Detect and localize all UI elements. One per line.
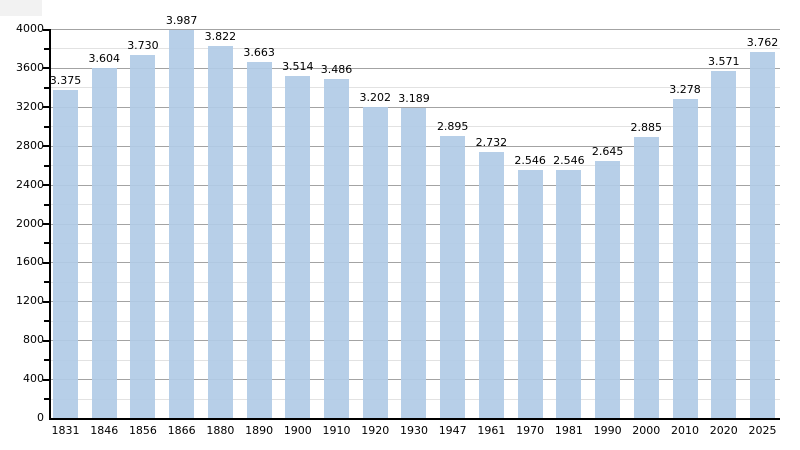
x-tick-label: 1900 xyxy=(283,424,312,437)
y-axis-tick xyxy=(43,378,49,381)
x-tick-label: 1880 xyxy=(206,424,235,437)
y-axis-tick xyxy=(43,28,49,31)
bar xyxy=(53,89,78,418)
y-tick-label: 2800 xyxy=(16,138,44,152)
bar xyxy=(633,137,659,418)
x-tick-label: 1910 xyxy=(322,424,351,437)
bar-value-label: 2.895 xyxy=(436,120,469,134)
bar xyxy=(711,70,737,418)
bar-value-label: 3.730 xyxy=(127,39,159,53)
bar xyxy=(672,99,698,418)
bar-value-label: 2.645 xyxy=(591,144,624,158)
bar-value-label: 3.663 xyxy=(243,45,275,59)
y-axis-tick xyxy=(43,223,49,225)
y-axis-tick xyxy=(43,261,49,264)
x-tick-label: 1866 xyxy=(167,424,196,437)
y-tick-label: 800 xyxy=(23,333,44,347)
bar xyxy=(285,76,311,418)
y-tick-label: 3200 xyxy=(16,99,44,113)
y-axis-tick xyxy=(44,242,49,245)
y-tick-label: 1200 xyxy=(16,294,44,308)
y-tick-label: 1600 xyxy=(16,255,44,269)
bar-value-label: 3.604 xyxy=(88,51,120,65)
bar xyxy=(749,52,775,418)
x-tick-label: 1890 xyxy=(245,424,274,437)
bar xyxy=(207,46,233,418)
x-tick-label: 1970 xyxy=(516,424,545,437)
y-axis-tick xyxy=(44,281,49,284)
y-axis-tick xyxy=(44,398,49,401)
y-gridline-major xyxy=(51,67,780,69)
x-tick-label: 2020 xyxy=(709,424,738,437)
bar-value-label: 2.885 xyxy=(630,121,663,135)
y-axis-tick xyxy=(43,67,49,70)
x-tick-label: 1990 xyxy=(593,424,622,437)
y-tick-label: 2000 xyxy=(16,216,44,230)
y-tick-label: 3600 xyxy=(16,60,44,74)
y-axis-tick xyxy=(43,300,49,303)
y-gridline-major xyxy=(51,106,780,108)
bar xyxy=(478,152,504,418)
bar xyxy=(595,160,621,418)
y-axis-tick xyxy=(44,125,49,128)
bar xyxy=(91,67,117,418)
y-tick-label: 4000 xyxy=(16,22,44,35)
x-tick-label: 1831 xyxy=(51,424,80,437)
y-gridline-major xyxy=(51,29,780,30)
bar xyxy=(246,61,272,418)
x-tick-label: 1846 xyxy=(90,424,119,437)
bar xyxy=(517,170,543,418)
plot-area: 0 400 800 1200 1600 2000 2400 2800 3200 3600 4000 3… xyxy=(16,14,780,437)
bar-value-label: 3.278 xyxy=(669,83,701,97)
bar-value-label: 2.546 xyxy=(553,154,585,168)
bar xyxy=(130,55,156,418)
bar xyxy=(401,107,427,418)
x-tick-label: 1981 xyxy=(554,424,583,437)
bar-value-label: 3.189 xyxy=(398,91,430,105)
y-axis-tick xyxy=(43,145,49,148)
y-axis-tick xyxy=(44,164,49,167)
bar xyxy=(556,170,582,418)
bar-value-label: 3.375 xyxy=(49,73,82,87)
y-axis-tick xyxy=(43,106,49,109)
bar xyxy=(362,106,388,418)
bar xyxy=(440,136,466,418)
x-tick-label: 2000 xyxy=(632,424,661,437)
bar-value-label: 2.546 xyxy=(514,154,546,168)
x-tick-label: 1856 xyxy=(128,424,157,437)
y-gridline-minor xyxy=(51,87,780,89)
bar-value-label: 3.762 xyxy=(746,36,779,50)
x-tick-label: 1920 xyxy=(361,424,390,437)
y-axis-tick xyxy=(43,184,49,187)
y-axis-tick xyxy=(44,47,49,50)
x-tick-label: 1947 xyxy=(438,424,467,437)
bar xyxy=(324,79,350,418)
y-tick-label: 0 xyxy=(37,411,44,424)
y-tick-label: 2400 xyxy=(16,177,44,191)
x-tick-label: 1961 xyxy=(477,424,506,437)
bar-value-label: 3.822 xyxy=(204,30,237,44)
y-axis-tick xyxy=(44,359,49,362)
corner-artifact xyxy=(0,0,42,16)
x-tick-label: 1930 xyxy=(399,424,428,437)
y-axis-tick xyxy=(44,320,49,323)
bar xyxy=(169,30,195,418)
y-gridline-minor xyxy=(51,48,780,50)
y-axis-tick xyxy=(44,86,49,89)
bar-value-label: 3.486 xyxy=(320,63,353,76)
bar-value-label: 3.514 xyxy=(282,60,314,74)
x-tick-label: 2010 xyxy=(671,424,700,437)
y-axis-tick xyxy=(44,203,49,206)
bar-value-label: 3.202 xyxy=(359,90,392,104)
y-axis-tick xyxy=(43,339,49,342)
bar-value-label: 3.571 xyxy=(707,54,740,68)
bar-value-label: 2.732 xyxy=(475,136,508,150)
y-tick-label: 400 xyxy=(23,372,44,386)
bar-value-label: 3.987 xyxy=(165,14,198,28)
x-tick-label: 2025 xyxy=(748,424,777,437)
